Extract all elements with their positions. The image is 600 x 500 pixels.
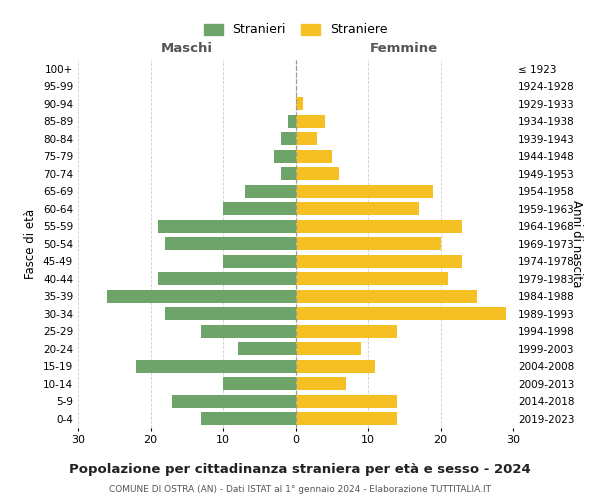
Bar — [274, 150, 296, 162]
Y-axis label: Fasce di età: Fasce di età — [25, 208, 37, 279]
Bar — [296, 325, 397, 338]
Bar — [296, 150, 332, 162]
Bar — [296, 220, 462, 232]
Bar — [245, 185, 296, 198]
Bar — [165, 308, 296, 320]
Bar — [158, 220, 296, 232]
Bar — [296, 238, 440, 250]
Bar — [223, 202, 296, 215]
Bar — [288, 115, 296, 128]
Bar — [223, 255, 296, 268]
Bar — [296, 168, 339, 180]
Bar — [296, 308, 506, 320]
Bar — [296, 395, 397, 407]
Bar — [165, 238, 296, 250]
Bar — [201, 412, 296, 425]
Bar — [296, 272, 448, 285]
Bar — [296, 255, 462, 268]
Bar — [296, 185, 433, 198]
Y-axis label: Anni di nascita: Anni di nascita — [570, 200, 583, 288]
Bar — [158, 272, 296, 285]
Text: COMUNE DI OSTRA (AN) - Dati ISTAT al 1° gennaio 2024 - Elaborazione TUTTITALIA.I: COMUNE DI OSTRA (AN) - Dati ISTAT al 1° … — [109, 485, 491, 494]
Bar — [296, 290, 477, 302]
Text: Popolazione per cittadinanza straniera per età e sesso - 2024: Popolazione per cittadinanza straniera p… — [69, 462, 531, 475]
Bar — [296, 132, 317, 145]
Bar — [296, 378, 346, 390]
Bar — [172, 395, 296, 407]
Bar — [223, 378, 296, 390]
Text: Femmine: Femmine — [370, 42, 439, 54]
Bar — [201, 325, 296, 338]
Bar — [107, 290, 296, 302]
Bar — [296, 115, 325, 128]
Bar — [296, 360, 375, 372]
Bar — [296, 342, 361, 355]
Bar — [281, 132, 296, 145]
Bar — [136, 360, 296, 372]
Bar — [296, 202, 419, 215]
Text: Maschi: Maschi — [161, 42, 213, 54]
Bar — [296, 98, 303, 110]
Bar — [238, 342, 296, 355]
Legend: Stranieri, Straniere: Stranieri, Straniere — [199, 18, 392, 42]
Bar — [296, 412, 397, 425]
Bar — [281, 168, 296, 180]
